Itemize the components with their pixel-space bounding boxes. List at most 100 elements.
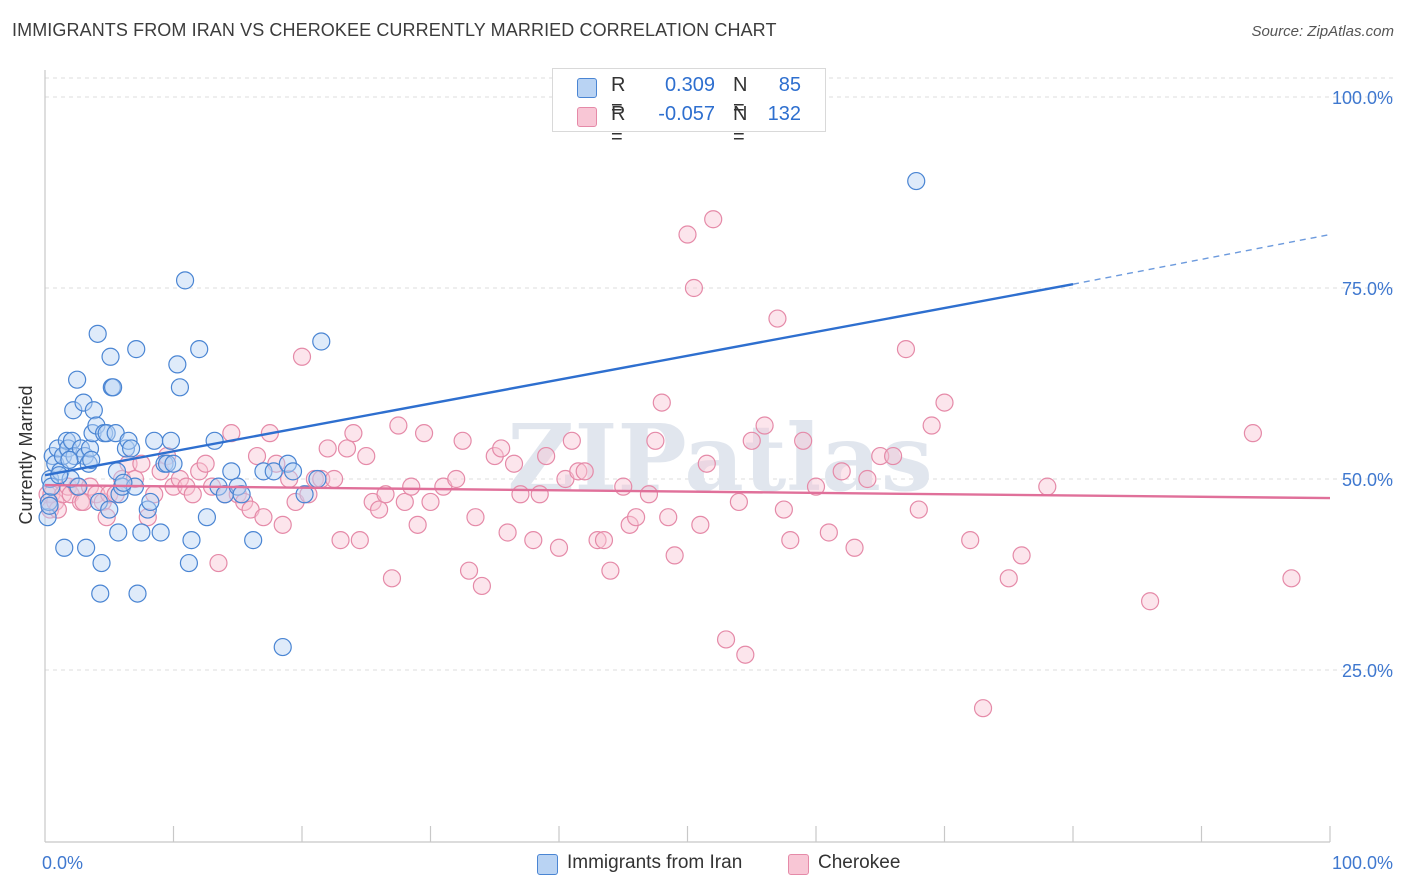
cherokee-point (652, 393, 671, 412)
iran-point (101, 347, 120, 366)
cherokee-point (273, 515, 292, 534)
y-tick-label: 100.0% (1332, 88, 1393, 108)
iran-point (132, 523, 151, 542)
iran-point (312, 332, 331, 351)
cherokee-point (395, 492, 414, 512)
cherokee-point (1282, 569, 1301, 588)
iran-point (109, 523, 128, 542)
iran-point (145, 431, 164, 450)
cherokee-point (530, 485, 549, 504)
cherokee-point (697, 454, 716, 473)
cherokee-point (845, 538, 864, 557)
cherokee-point (896, 340, 916, 359)
cherokee-point (858, 469, 877, 489)
cherokee-point (716, 630, 736, 649)
cherokee-point (935, 393, 954, 412)
cherokee-point (402, 477, 421, 496)
iran-point (244, 531, 263, 550)
iran-point (88, 324, 107, 343)
cherokee-point (247, 446, 267, 466)
iran-trend-extension (1072, 233, 1331, 285)
cherokee-point (620, 515, 639, 534)
cherokee-point (794, 431, 813, 450)
gridlines (45, 77, 1395, 671)
iran-point (114, 473, 133, 492)
n-value: 132 (767, 103, 801, 125)
cherokee-point (806, 477, 826, 496)
cherokee-point (729, 492, 749, 512)
iran-point (64, 401, 83, 420)
r-value: -0.057 (658, 103, 715, 125)
cherokee-point (646, 431, 665, 450)
iran-trend-line (44, 283, 1074, 477)
cherokee-point (209, 553, 228, 573)
cherokee-point (909, 500, 928, 519)
iran-point (68, 370, 87, 389)
series-legend: Immigrants from Iran Cherokee (0, 852, 1406, 878)
legend-label: Immigrants from Iran (567, 852, 743, 873)
cherokee-points (38, 210, 1301, 718)
iran-swatch (577, 78, 597, 98)
cherokee-point (421, 492, 440, 512)
iran-point (50, 466, 69, 485)
source-credit: Source: ZipAtlas.com (1251, 23, 1394, 40)
iran-point (121, 439, 141, 458)
cherokee-point (524, 531, 543, 550)
cherokee-point (961, 531, 980, 550)
cherokee-point (639, 485, 659, 504)
cherokee-swatch (788, 854, 809, 875)
iran-point (179, 553, 199, 573)
y-tick-labels: 100.0% 75.0% 50.0% 25.0% (1332, 88, 1393, 681)
cherokee-point (459, 561, 479, 580)
iran-point (127, 340, 146, 359)
cherokee-point (318, 439, 337, 458)
r-label: R = (611, 74, 626, 119)
cherokee-point (742, 431, 761, 450)
y-tick-label: 75.0% (1342, 279, 1393, 299)
cherokee-point (626, 508, 646, 527)
cherokee-point (511, 485, 530, 504)
r-value: 0.309 (664, 74, 715, 96)
iran-point (84, 401, 103, 420)
iran-point (77, 538, 96, 557)
cherokee-point (228, 485, 247, 504)
cherokee-point (382, 569, 402, 588)
iran-point (91, 584, 110, 603)
cherokee-point (665, 546, 684, 565)
iran-point (182, 531, 201, 550)
iran-point (74, 393, 93, 412)
iran-point (222, 462, 241, 481)
cherokee-point (299, 485, 318, 504)
cherokee-point (138, 508, 157, 527)
cherokee-point (684, 278, 704, 298)
cherokee-point (447, 469, 466, 489)
iran-point (232, 485, 251, 504)
cherokee-point (190, 462, 209, 481)
iran-point (254, 462, 273, 481)
cherokee-point (736, 645, 755, 664)
cherokee-point (414, 424, 434, 443)
cherokee-point (357, 446, 376, 466)
iran-point (308, 469, 327, 489)
cherokee-point (819, 523, 838, 542)
iran-point (104, 378, 123, 397)
cherokee-point (472, 576, 491, 596)
cherokee-point (1012, 546, 1031, 565)
iran-point (87, 416, 106, 435)
cherokee-point (196, 454, 215, 473)
cherokee-point (594, 531, 614, 550)
iran-point (175, 271, 195, 290)
iran-point (164, 454, 183, 473)
iran-point (170, 378, 190, 397)
cherokee-point (453, 431, 472, 450)
cherokee-point (183, 485, 202, 504)
chart-title: IMMIGRANTS FROM IRAN VS CHEROKEE CURRENT… (12, 20, 777, 40)
cherokee-point (704, 210, 723, 229)
cherokee-point (498, 523, 517, 542)
cherokee-point (659, 508, 678, 527)
y-axis-label: Currently Married (16, 385, 36, 524)
iran-point (168, 355, 187, 374)
cherokee-point (1038, 477, 1057, 496)
iran-points (38, 171, 926, 657)
cherokee-point (350, 531, 369, 550)
